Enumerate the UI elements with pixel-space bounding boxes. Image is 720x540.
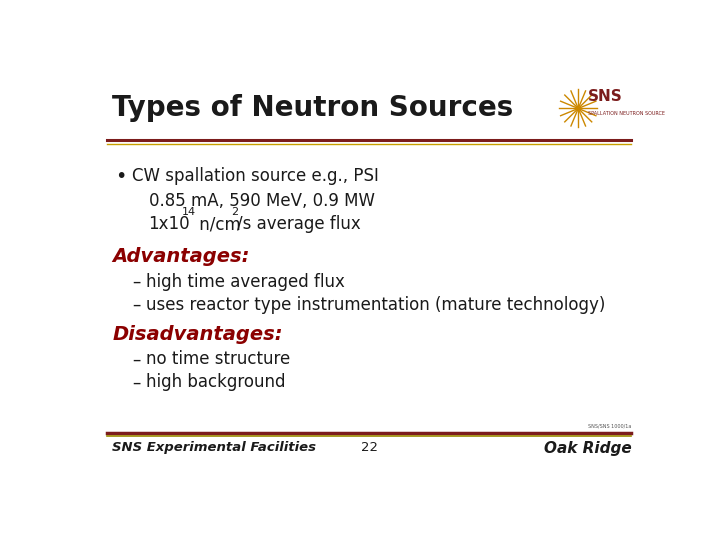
- Text: –: –: [132, 295, 140, 314]
- Text: Types of Neutron Sources: Types of Neutron Sources: [112, 94, 513, 122]
- Text: –: –: [132, 350, 140, 368]
- Text: Disadvantages:: Disadvantages:: [112, 325, 283, 343]
- Text: 14: 14: [182, 207, 196, 217]
- Text: 22: 22: [361, 441, 377, 454]
- Text: SPALLATION NEUTRON SOURCE: SPALLATION NEUTRON SOURCE: [588, 111, 665, 116]
- Text: –: –: [132, 373, 140, 392]
- Text: /s average flux: /s average flux: [237, 215, 361, 233]
- Text: 2: 2: [231, 207, 238, 217]
- Text: high background: high background: [145, 373, 285, 392]
- Text: SNS/SNS 1000/1a: SNS/SNS 1000/1a: [588, 423, 631, 429]
- Text: SNS: SNS: [588, 89, 623, 104]
- Text: Oak Ridge: Oak Ridge: [544, 441, 631, 456]
- Text: –: –: [132, 273, 140, 291]
- Text: CW spallation source e.g., PSI: CW spallation source e.g., PSI: [132, 167, 379, 185]
- Text: SNS Experimental Facilities: SNS Experimental Facilities: [112, 441, 316, 454]
- Text: n/cm: n/cm: [194, 215, 241, 233]
- Text: 1x10: 1x10: [148, 215, 190, 233]
- Text: 0.85 mA, 590 MeV, 0.9 MW: 0.85 mA, 590 MeV, 0.9 MW: [148, 192, 374, 210]
- Text: uses reactor type instrumentation (mature technology): uses reactor type instrumentation (matur…: [145, 295, 606, 314]
- Text: no time structure: no time structure: [145, 350, 290, 368]
- Text: •: •: [115, 167, 127, 186]
- Text: high time averaged flux: high time averaged flux: [145, 273, 345, 291]
- Text: Advantages:: Advantages:: [112, 247, 250, 266]
